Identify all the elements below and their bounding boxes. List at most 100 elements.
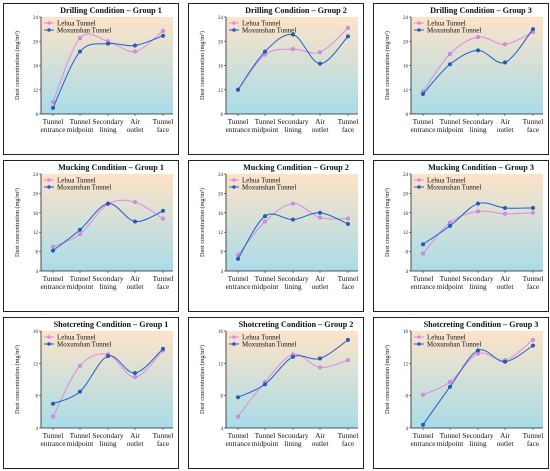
point-lehua bbox=[475, 35, 480, 40]
x-tick-label: face bbox=[527, 125, 540, 134]
legend-marker bbox=[417, 28, 421, 32]
y-tick-label: 8 bbox=[36, 113, 39, 118]
point-lehua bbox=[447, 220, 452, 225]
x-tick-label: midpoint bbox=[67, 125, 95, 134]
x-tick-label: outlet bbox=[312, 439, 330, 448]
point-lehua bbox=[502, 42, 507, 47]
point-lehua bbox=[132, 375, 137, 380]
x-tick-label: Tunnel bbox=[440, 117, 461, 126]
point-lehua bbox=[290, 47, 295, 52]
legend-label: Lehua Tunnel bbox=[427, 176, 466, 184]
point-moxunshan bbox=[51, 248, 56, 253]
y-tick-label: 16 bbox=[218, 212, 224, 217]
point-moxunshan bbox=[345, 221, 350, 226]
point-lehua bbox=[475, 209, 480, 214]
legend-label: Moxunshan Tunnel bbox=[427, 340, 481, 348]
y-tick-label: 4 bbox=[406, 270, 409, 275]
x-tick-label: outlet bbox=[497, 439, 515, 448]
x-tick-label: Tunnel bbox=[440, 274, 461, 283]
x-tick-label: face bbox=[527, 439, 540, 448]
point-moxunshan bbox=[77, 389, 82, 394]
y-tick-label: 4 bbox=[36, 270, 39, 275]
y-tick-label: 24 bbox=[33, 173, 39, 178]
x-tick-label: midpoint bbox=[252, 282, 280, 291]
x-tick-label: entrance bbox=[40, 125, 66, 134]
y-tick-label: 4 bbox=[406, 427, 409, 432]
point-moxunshan bbox=[475, 48, 480, 53]
x-tick-label: Tunnel bbox=[413, 274, 434, 283]
point-moxunshan bbox=[236, 256, 241, 261]
x-tick-label: lining bbox=[284, 125, 302, 134]
y-tick-label: 8 bbox=[36, 251, 39, 256]
x-tick-label: entrance bbox=[40, 439, 66, 448]
y-tick-label: 12 bbox=[33, 89, 39, 94]
point-moxunshan bbox=[290, 217, 295, 222]
point-lehua bbox=[160, 28, 165, 33]
point-moxunshan bbox=[262, 49, 267, 54]
point-lehua bbox=[530, 210, 535, 215]
x-tick-label: entrance bbox=[410, 125, 436, 134]
y-tick-label: 16 bbox=[403, 212, 409, 217]
point-moxunshan bbox=[236, 87, 241, 92]
y-tick-label: 8 bbox=[36, 395, 39, 400]
point-moxunshan bbox=[77, 49, 82, 54]
legend-marker bbox=[417, 335, 421, 339]
y-tick-label: 20 bbox=[218, 40, 224, 45]
x-tick-label: face bbox=[157, 125, 170, 134]
point-lehua bbox=[317, 215, 322, 220]
point-lehua bbox=[447, 379, 452, 384]
x-tick-label: lining bbox=[284, 282, 302, 291]
x-tick-label: Air bbox=[500, 431, 510, 440]
x-tick-label: Tunnel bbox=[255, 431, 276, 440]
point-lehua bbox=[345, 216, 350, 221]
y-axis-label: Dust concentration (mg/m³) bbox=[14, 345, 21, 414]
x-tick-label: Tunnel bbox=[70, 117, 91, 126]
point-lehua bbox=[77, 36, 82, 41]
x-tick-label: Tunnel bbox=[338, 431, 359, 440]
y-tick-label: 12 bbox=[218, 231, 224, 236]
x-tick-label: Air bbox=[130, 274, 140, 283]
x-tick-label: Tunnel bbox=[153, 274, 174, 283]
point-moxunshan bbox=[530, 343, 535, 348]
y-tick-label: 12 bbox=[403, 231, 409, 236]
point-lehua bbox=[160, 216, 165, 221]
x-tick-label: outlet bbox=[312, 125, 330, 134]
x-tick-label: entrance bbox=[40, 282, 66, 291]
x-tick-label: Air bbox=[130, 117, 140, 126]
y-tick-label: 24 bbox=[403, 173, 409, 178]
point-moxunshan bbox=[317, 356, 322, 361]
chart-title: Shotcreting Condition – Group 1 bbox=[54, 320, 169, 329]
plot-background bbox=[226, 331, 358, 428]
point-moxunshan bbox=[421, 422, 426, 427]
point-lehua bbox=[345, 25, 350, 30]
point-lehua bbox=[317, 365, 322, 370]
point-lehua bbox=[290, 201, 295, 206]
x-tick-label: lining bbox=[469, 282, 487, 291]
point-moxunshan bbox=[290, 32, 295, 37]
x-tick-label: entrance bbox=[410, 439, 436, 448]
x-tick-label: midpoint bbox=[437, 125, 465, 134]
y-tick-label: 8 bbox=[221, 251, 224, 256]
x-tick-label: Air bbox=[500, 117, 510, 126]
legend-marker bbox=[232, 342, 236, 346]
x-tick-label: Tunnel bbox=[153, 431, 174, 440]
y-tick-label: 16 bbox=[218, 330, 224, 335]
legend-marker bbox=[417, 178, 421, 182]
x-tick-label: Tunnel bbox=[228, 274, 249, 283]
point-moxunshan bbox=[447, 62, 452, 67]
point-lehua bbox=[51, 414, 56, 419]
point-moxunshan bbox=[317, 210, 322, 215]
y-tick-label: 4 bbox=[221, 270, 224, 275]
x-tick-label: Tunnel bbox=[413, 431, 434, 440]
y-axis-label: Dust concentration (mg/m³) bbox=[14, 31, 21, 100]
x-tick-label: lining bbox=[99, 439, 117, 448]
point-moxunshan bbox=[475, 201, 480, 206]
chart-title: Drilling Condition – Group 3 bbox=[430, 6, 532, 15]
y-tick-label: 16 bbox=[218, 65, 224, 70]
y-tick-label: 20 bbox=[33, 192, 39, 197]
x-tick-label: Air bbox=[315, 117, 325, 126]
x-tick-label: Tunnel bbox=[228, 431, 249, 440]
y-tick-label: 20 bbox=[33, 40, 39, 45]
y-tick-label: 16 bbox=[33, 212, 39, 217]
x-tick-label: Secondary bbox=[462, 431, 493, 440]
